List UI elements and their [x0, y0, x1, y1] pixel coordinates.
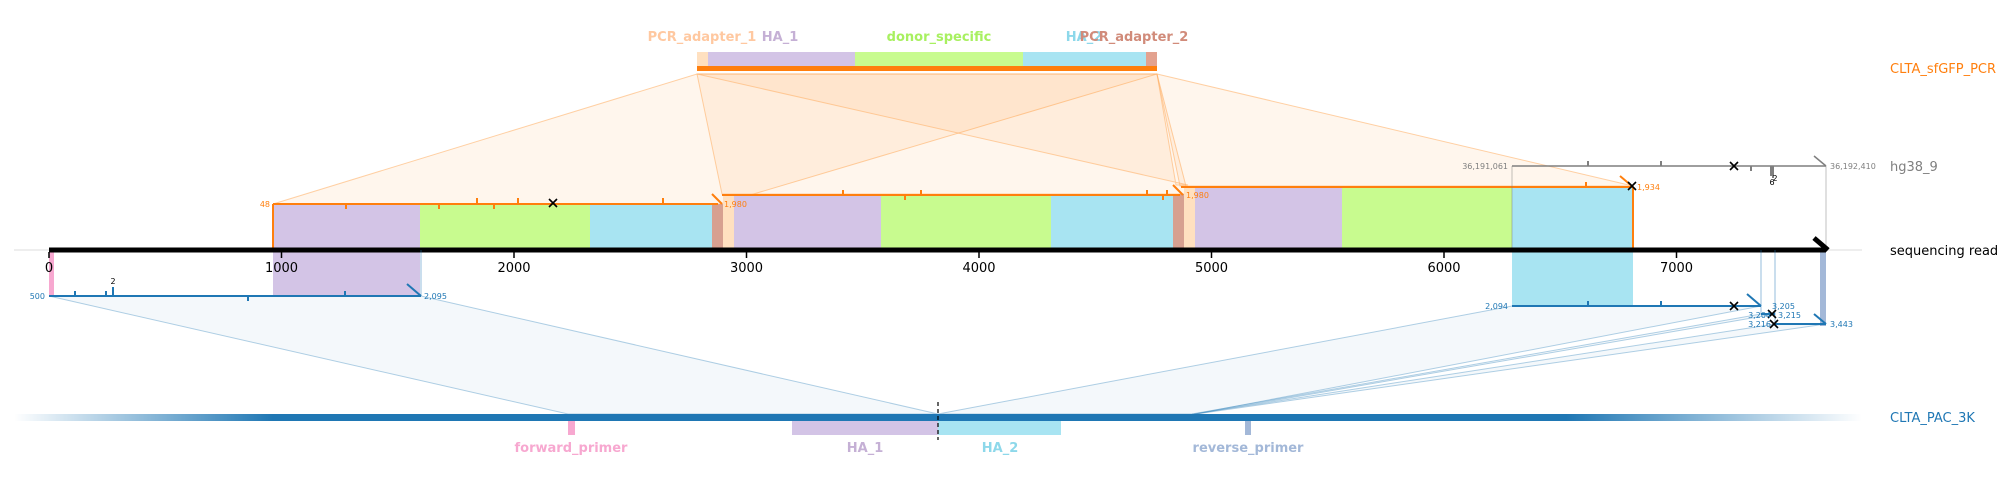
read-donor-block-c	[1342, 186, 1512, 250]
read-ha-1-block-b	[734, 194, 881, 250]
donor-projections	[48, 295, 1827, 415]
donor-specific-label: donor_specific	[887, 30, 992, 45]
donor-alignment-labels: 500 2,095 2 2,094 3,205 3,204 3,215 3,21…	[30, 277, 1853, 329]
donor-alignment-1-count: 2	[110, 277, 115, 286]
donor-track-label: CLTA_PAC_3K	[1890, 411, 1975, 426]
pcr-alignment-1-hook	[711, 193, 723, 205]
read-ha-2-block-a	[590, 204, 712, 250]
read-adapter1-block-b	[723, 194, 734, 250]
mismatch-cross-icon	[1767, 309, 1777, 319]
pcr-alignment-ticks	[345, 182, 1587, 209]
ha-2-block	[1023, 52, 1146, 66]
donor-specific-block	[855, 52, 1023, 66]
ha-1-block	[708, 52, 855, 66]
ha-1-bottom-label: HA_1	[847, 441, 884, 456]
read-donor-block-b	[881, 194, 1051, 250]
read-reverse-primer-block	[1820, 250, 1826, 326]
donor-alignment-2-end: 3,205	[1772, 302, 1795, 311]
pcr-feature-labels: PCR_adapter_1 HA_1 donor_specific HA_2 P…	[648, 30, 1189, 45]
read-adapter1-block-c	[1184, 186, 1195, 250]
donor-alignment-4-a: 3,216	[1748, 320, 1771, 329]
pcr-read-blocks	[49, 186, 1826, 326]
genome-track-label: hg38_9	[1890, 160, 1938, 175]
reverse-primer-block	[1245, 421, 1251, 435]
ha-2-bottom-label: HA_2	[982, 441, 1019, 456]
genome-end-label: 36,192,410	[1830, 162, 1876, 171]
pcr-adapter-2-label: PCR_adapter_2	[1080, 30, 1189, 45]
pcr-projection-3	[696, 73, 1189, 186]
read-donor-block-a	[420, 204, 590, 250]
pcr-adapter-1-block	[697, 52, 708, 66]
read-axis-tick-label: 6000	[1427, 261, 1460, 276]
donor-alignment-3-a: 3,204	[1748, 311, 1771, 320]
pcr-template	[697, 52, 1157, 71]
donor-projection-1	[48, 295, 939, 415]
read-axis	[14, 236, 1862, 253]
read-ha-1-block-a	[273, 204, 420, 250]
read-axis-tick-label: 5000	[1195, 261, 1228, 276]
pcr-alignment-lines	[272, 175, 1634, 250]
pcr-alignment-2-end: 1,980	[1186, 191, 1209, 200]
pcr-alignment-1-start: 48	[260, 200, 270, 209]
read-axis-tick-label: 2000	[497, 261, 530, 276]
ha-2-top-label: HA_2	[1066, 30, 1103, 45]
donor-alignment-3-b: 3,215	[1778, 311, 1801, 320]
mismatch-cross-icon	[1729, 301, 1739, 311]
read-direction-arrow	[1812, 236, 1830, 252]
read-ha-1-block-c	[1195, 186, 1342, 250]
reverse-primer-label: reverse_primer	[1193, 441, 1305, 456]
read-ha-2-block-c	[1512, 186, 1633, 250]
read-axis-tick-label: 0	[45, 261, 53, 276]
read-axis-tick-label: 3000	[730, 261, 763, 276]
donor-ha-1-block	[792, 421, 938, 435]
read-ha-2-lower-block	[1512, 250, 1633, 306]
mismatch-cross-icon	[1627, 181, 1637, 191]
donor-alignment-2-start: 2,094	[1485, 302, 1508, 311]
mismatch-cross-icon	[1769, 319, 1779, 329]
donor-ha-2-block	[938, 421, 1061, 435]
genome-alignment: 36,191,061 36,192,410 6 2	[1462, 155, 1876, 250]
pcr-adapter-2-block	[1146, 52, 1157, 66]
read-forward-primer-block	[49, 250, 54, 296]
read-axis-tick-label: 7000	[1660, 261, 1693, 276]
pcr-alignment-labels: 48 1,980 1,980 1,934	[260, 183, 1660, 209]
genome-count2-label: 2	[1772, 174, 1777, 183]
read-axis-tick-label: 4000	[962, 261, 995, 276]
forward-primer-block	[568, 421, 575, 435]
read-axis-tick-label: 1000	[265, 261, 298, 276]
donor-alignment-1-end: 2,095	[424, 292, 447, 301]
read-ha-1-lower-block	[273, 250, 420, 296]
pcr-adapter-1-label: PCR_adapter_1	[648, 30, 757, 45]
donor-alignment-crosses	[1729, 301, 1779, 329]
read-track-label: sequencing read	[1890, 244, 1998, 259]
pcr-projection-4	[1156, 73, 1634, 187]
donor-alignment-1-start: 500	[30, 292, 45, 301]
forward-primer-label: forward_primer	[515, 441, 629, 456]
mismatch-cross-icon	[1729, 161, 1739, 171]
mismatch-cross-icon	[548, 198, 558, 208]
pcr-alignment-1-end: 1,980	[724, 200, 747, 209]
genome-count-label: 6	[1769, 178, 1774, 187]
donor-template	[14, 402, 1862, 440]
genome-start-label: 36,191,061	[1462, 162, 1508, 171]
read-ha-2-block-b	[1051, 194, 1173, 250]
ha-1-top-label: HA_1	[762, 30, 799, 45]
donor-alignment-4-b: 3,443	[1830, 320, 1853, 329]
pcr-alignment-crosses	[548, 181, 1637, 208]
pcr-template-line	[697, 66, 1157, 71]
track-labels: CLTA_sfGFP_PCR hg38_9 sequencing read CL…	[1890, 62, 1998, 426]
donor-feature-labels: forward_primer HA_1 HA_2 reverse_primer	[515, 441, 1305, 456]
read-axis-ticks: 0 1000 2000 3000 4000 5000 6000 7000	[45, 252, 1693, 276]
pcr-alignment-2-hook	[1172, 184, 1184, 196]
read-adapter-block-b	[1173, 194, 1184, 250]
pcr-projections	[272, 73, 1634, 205]
pcr-track-label: CLTA_sfGFP_PCR	[1890, 62, 1996, 77]
pcr-alignment-3-end: 1,934	[1637, 183, 1660, 192]
donor-projection-2	[937, 305, 1762, 415]
donor-alignment-ticks	[74, 287, 1662, 306]
read-adapter-block-a	[712, 204, 723, 250]
